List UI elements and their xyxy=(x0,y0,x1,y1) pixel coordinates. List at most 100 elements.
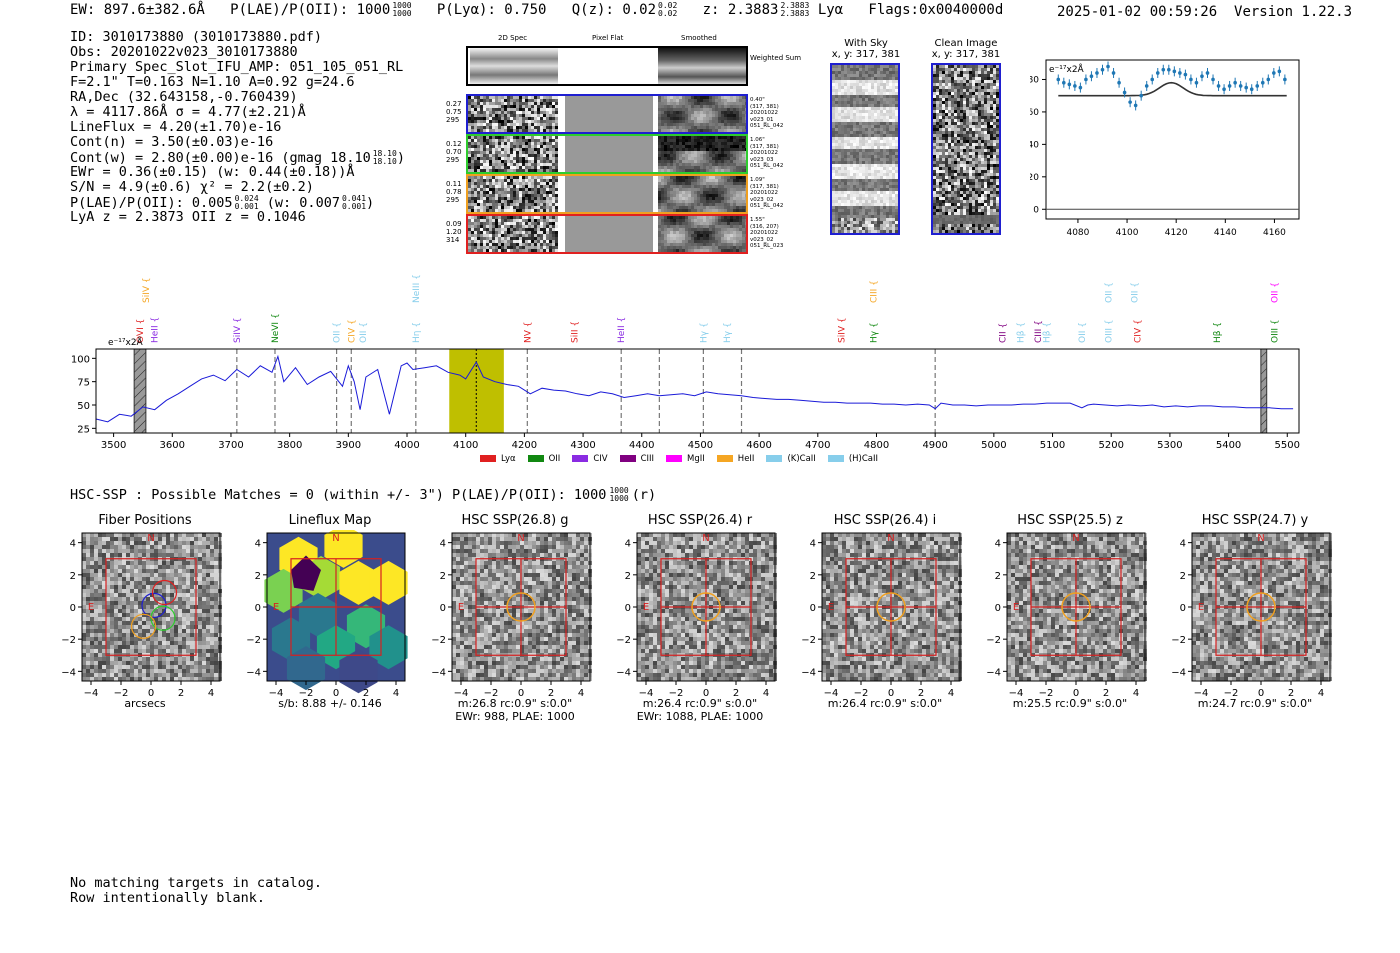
cutout-pixel xyxy=(552,108,555,111)
with-sky-pixel xyxy=(883,80,886,83)
cutout-pixel xyxy=(546,228,549,231)
cutout-pixel xyxy=(495,148,498,151)
with-sky-pixel xyxy=(889,83,892,86)
with-sky-pixel xyxy=(832,71,835,74)
cutout-pixel xyxy=(486,249,489,252)
cutout-pixel xyxy=(703,243,706,246)
cutout-pixel xyxy=(661,142,664,145)
cutout-pixel xyxy=(730,120,733,123)
cutout-pixel xyxy=(709,154,712,157)
clean-image-pixel xyxy=(957,68,960,71)
cutout-pixel xyxy=(727,163,730,166)
cutout-pixel xyxy=(727,96,730,99)
cutout-pixel xyxy=(540,249,543,252)
with-sky-pixel xyxy=(892,125,895,128)
clean-image-pixel xyxy=(939,77,942,80)
with-sky-pixel xyxy=(856,197,859,200)
cutout-pixel xyxy=(528,166,531,169)
with-sky-pixel xyxy=(835,107,838,110)
with-sky-pixel xyxy=(892,71,895,74)
cutout-pixel xyxy=(682,139,685,142)
cutout-pixel xyxy=(480,185,483,188)
with-sky-pixel xyxy=(841,89,844,92)
cutout-pixel xyxy=(480,188,483,191)
cutout-pixel xyxy=(727,191,730,194)
clean-image-pixel xyxy=(969,122,972,125)
plae-lo: 1000 xyxy=(392,9,412,18)
with-sky-pixel xyxy=(850,212,853,215)
cutout-pixel xyxy=(477,246,480,249)
with-sky-pixel xyxy=(865,167,868,170)
with-sky-pixel xyxy=(853,161,856,164)
clean-image-pixel xyxy=(975,107,978,110)
with-sky-pixel xyxy=(832,164,835,167)
with-sky-pixel xyxy=(841,95,844,98)
with-sky-pixel xyxy=(889,164,892,167)
with-sky-pixel xyxy=(838,215,841,218)
cutout-pixel xyxy=(661,222,664,225)
cutout-pixel xyxy=(715,228,718,231)
cutout-pixel xyxy=(489,96,492,99)
cutout-pixel xyxy=(664,139,667,142)
cutout-pixel xyxy=(709,191,712,194)
with-sky-pixel xyxy=(865,173,868,176)
cutout-pixel xyxy=(537,182,540,185)
cutout-pixel xyxy=(724,231,727,234)
with-sky-pixel xyxy=(862,104,865,107)
clean-image-pixel xyxy=(975,131,978,134)
with-sky-pixel xyxy=(865,161,868,164)
cutout-pixel xyxy=(742,157,745,160)
cutout-pixel xyxy=(513,203,516,206)
cutout-pixel xyxy=(664,216,667,219)
cutout-pixel xyxy=(709,243,712,246)
clean-image-pixel xyxy=(960,86,963,89)
cutout-pixel xyxy=(694,203,697,206)
cutout-pixel xyxy=(522,206,525,209)
cutout-pixel xyxy=(504,99,507,102)
with-sky-pixel xyxy=(889,134,892,137)
with-sky-pixel xyxy=(844,110,847,113)
clean-image-pixel xyxy=(960,83,963,86)
cutout-pixel xyxy=(670,179,673,182)
cutout-pixel xyxy=(670,225,673,228)
with-sky-pixel xyxy=(835,170,838,173)
cutout-pixel xyxy=(468,136,471,139)
cutout-pixel xyxy=(477,197,480,200)
plae-range: 1000 1000 xyxy=(392,2,411,18)
cutout-pixel xyxy=(546,200,549,203)
cutout-pixel xyxy=(528,188,531,191)
cutout-pixel xyxy=(507,136,510,139)
cutout-pixel xyxy=(474,102,477,105)
cutout-pixel xyxy=(471,197,474,200)
cutout-pixel xyxy=(483,200,486,203)
with-sky-pixel xyxy=(844,119,847,122)
with-sky-title-text: With Sky xyxy=(844,38,888,49)
cutout-pixel xyxy=(727,142,730,145)
cutout-pixel xyxy=(658,123,661,126)
cutout-pixel xyxy=(700,111,703,114)
cutout-pixel xyxy=(715,185,718,188)
cutout-pixel xyxy=(507,114,510,117)
clean-image-pixel xyxy=(963,80,966,83)
with-sky-pixel xyxy=(877,89,880,92)
clean-image-title: Clean Image x, y: 317, 381 xyxy=(930,38,1002,60)
cutout-right-value: v023_01 xyxy=(750,116,774,123)
cutout-pixel xyxy=(688,148,691,151)
cutout-pixel xyxy=(483,145,486,148)
clean-image-pixel xyxy=(951,113,954,116)
cutout-pixel xyxy=(703,249,706,252)
clean-image-pixel xyxy=(975,119,978,122)
cutout-pixel xyxy=(742,194,745,197)
with-sky-pixel xyxy=(841,185,844,188)
with-sky-pixel xyxy=(853,194,856,197)
cutout-pixel xyxy=(555,209,558,212)
cutout-pixel xyxy=(471,154,474,157)
cutout-pixel xyxy=(552,136,555,139)
cutout-pixel xyxy=(721,96,724,99)
cutout-row-4 xyxy=(466,214,748,254)
cutout-pixel xyxy=(501,243,504,246)
with-sky-pixel xyxy=(865,155,868,158)
with-sky-pixel xyxy=(886,155,889,158)
cutout-pixel xyxy=(489,231,492,234)
with-sky-pixel xyxy=(859,128,862,131)
